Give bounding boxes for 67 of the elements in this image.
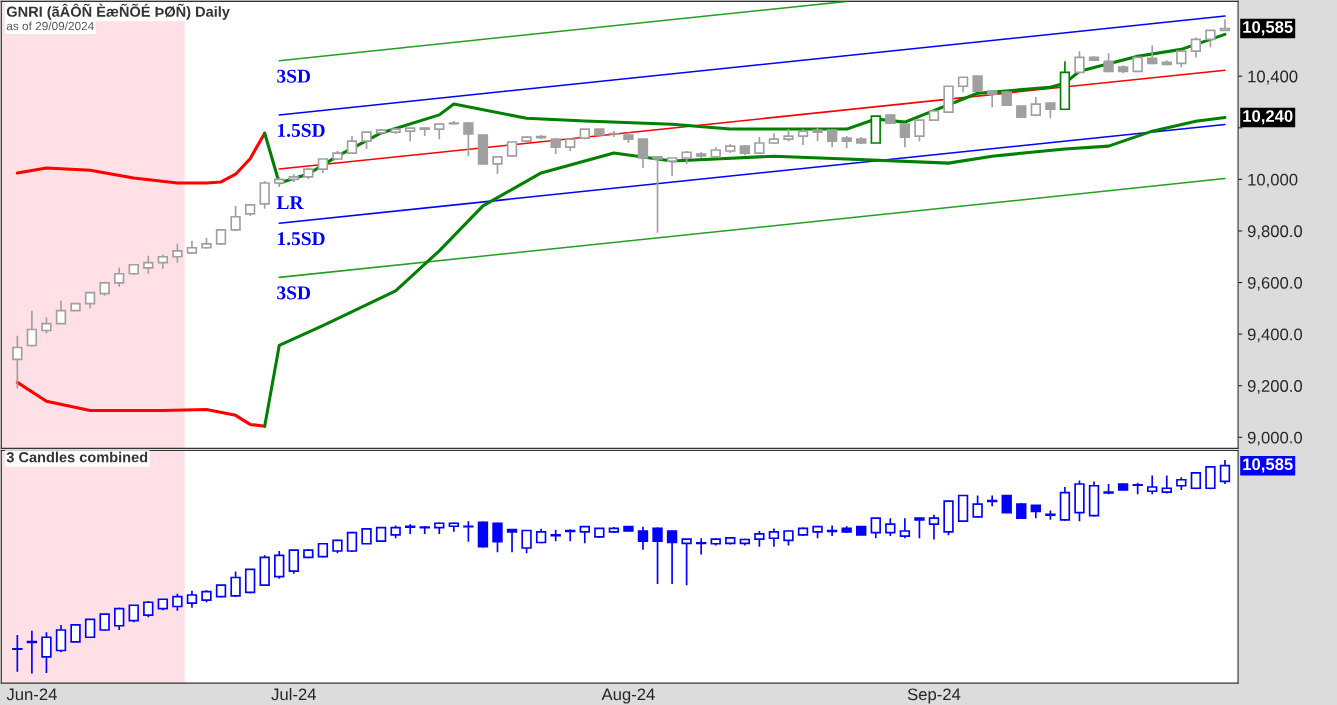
candlestick [506,528,518,554]
annotation: 1.5SD [278,123,325,137]
x-tick-label: Jul-24 [271,688,316,701]
candlestick [419,525,430,535]
candlestick [172,243,183,264]
candlestick [463,121,474,157]
y-tick-label: 10,400 [1248,70,1298,85]
candlestick [26,309,38,348]
candlestick [652,526,663,585]
candlestick [652,155,663,234]
x-tick-label: Jun-24 [6,688,57,701]
candlestick [637,138,649,169]
annotation: 1.5SD [278,232,325,246]
candlestick [1219,18,1231,32]
annotation: LR [276,196,304,209]
candlestick [288,548,299,575]
chart-title: 3 Candles combined [6,451,148,463]
line-series [15,131,267,185]
chart-title: GNRI (ãÂÔÑ ÈæÑÕÉ ÞØÑ) Daily [6,3,230,20]
candlestick [928,513,940,541]
line-series [263,115,1227,428]
x-tick-label: Sep-24 [907,688,961,704]
text: 10,585 [1243,458,1293,473]
candlestick [637,525,649,551]
line-series [15,380,267,428]
candlestick [230,570,241,598]
candlestick [899,122,911,148]
text: 10,585 [1243,21,1293,36]
candlestick [12,334,23,390]
annotation: 3SD [277,69,311,83]
y-tick-label: 9,000.0 [1247,431,1303,446]
candlestick [972,494,983,519]
candlestick [870,517,881,540]
candlestick [899,517,911,540]
y-tick-label: 9,800.0 [1247,225,1303,240]
candlestick [1219,459,1231,485]
candlestick [914,119,925,143]
text: as of 29/09/2024 [6,21,94,31]
candlestick [681,538,692,587]
y-tick-label: 10,000 [1248,173,1298,188]
candlestick [1147,474,1158,496]
candlestick [695,537,707,556]
candlestick [274,550,285,580]
candlestick [143,254,154,275]
y-tick-label: 9,400.0 [1247,328,1303,343]
candlestick [230,205,241,232]
candlestick [113,267,125,288]
annotation: 3SD [277,286,311,300]
candlestick [768,527,780,548]
candlestick [1132,481,1143,496]
x-tick-label: Aug-24 [601,688,655,704]
candlestick [550,528,561,543]
y-tick-label: 9,600.0 [1247,276,1303,291]
candlestick [463,520,474,543]
line-series [263,32,1227,185]
candlestick [41,631,52,674]
candlestick [521,529,532,554]
candlestick [55,299,67,325]
candlestick [259,180,270,210]
candlestick [666,157,678,177]
text: 10,240 [1243,110,1293,125]
y-tick-label: 9,200.0 [1247,380,1303,394]
candlestick [492,522,503,554]
candlestick [12,634,23,673]
candlestick [55,624,67,654]
candlestick [914,516,925,540]
candlestick [666,529,678,585]
